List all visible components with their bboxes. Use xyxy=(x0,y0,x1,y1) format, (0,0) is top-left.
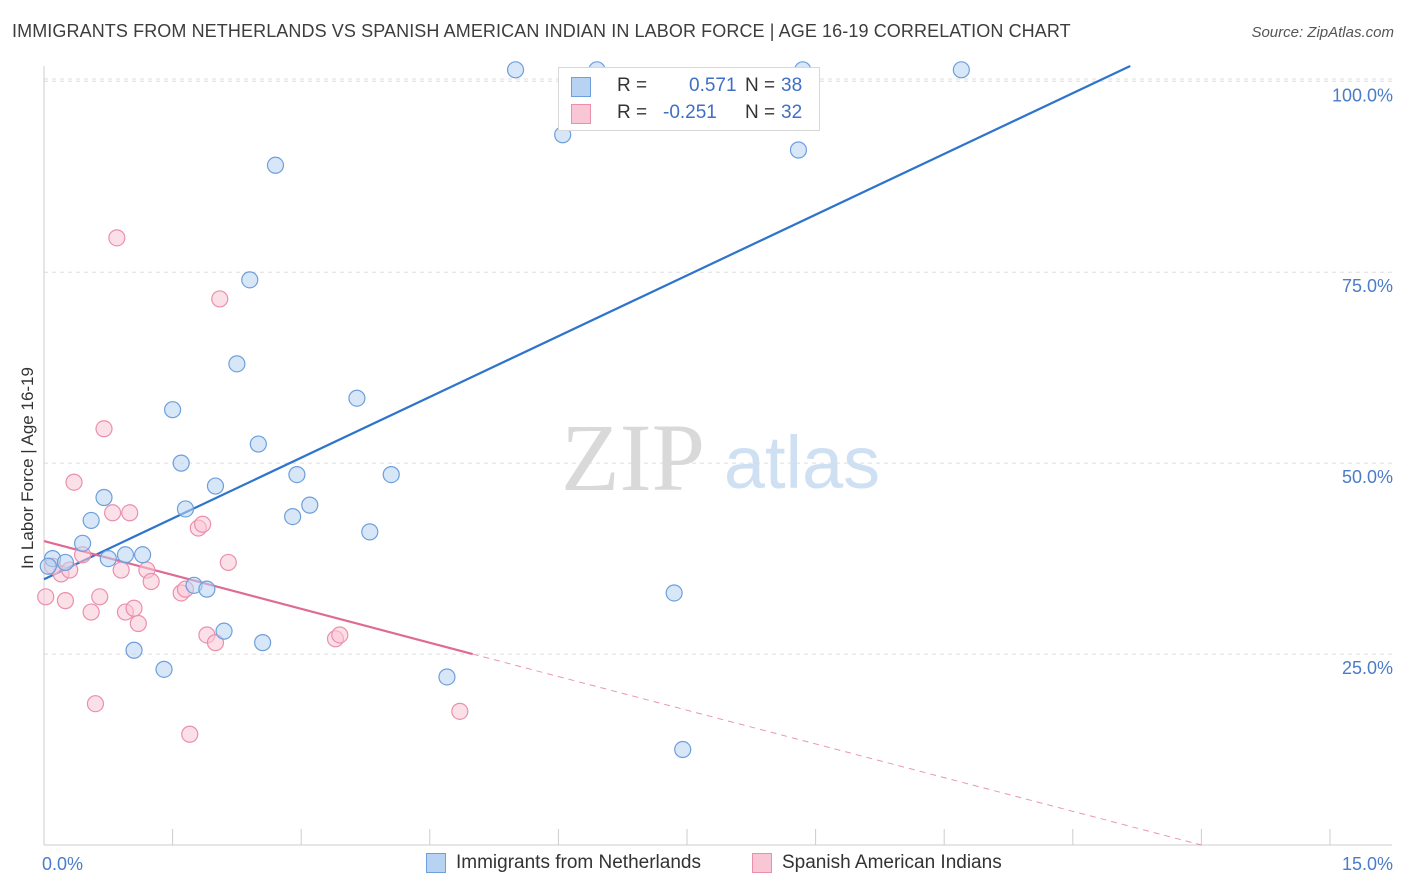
point-netherlands xyxy=(348,389,366,407)
point-spanish-american-indian xyxy=(112,561,130,579)
point-netherlands xyxy=(215,622,233,640)
point-spanish-american-indian xyxy=(219,553,237,572)
point-spanish-american-indian xyxy=(194,515,212,533)
y-tick-label: 75.0% xyxy=(1342,276,1393,296)
point-spanish-american-indian xyxy=(121,504,139,522)
point-netherlands xyxy=(95,488,113,507)
legend-swatch-pink xyxy=(571,104,591,124)
point-spanish-american-indian xyxy=(95,420,113,438)
axis-layer xyxy=(43,66,1392,846)
point-spanish-american-indian xyxy=(125,599,143,617)
point-netherlands xyxy=(301,496,319,514)
y-tick-label: 100.0% xyxy=(1332,85,1393,105)
chart-title: IMMIGRANTS FROM NETHERLANDS VS SPANISH A… xyxy=(12,21,1071,41)
source-label: Source: ZipAtlas.com xyxy=(1251,24,1394,41)
legend-r-value: 0.571 xyxy=(689,75,737,96)
legend-n-value: 32 xyxy=(781,102,803,123)
watermark: ZIP atlas xyxy=(561,404,880,511)
point-netherlands xyxy=(155,660,173,678)
point-netherlands xyxy=(254,634,272,652)
point-spanish-american-indian xyxy=(181,725,199,743)
bottom-legend-label: Immigrants from Netherlands xyxy=(456,852,701,873)
point-netherlands xyxy=(198,580,216,598)
point-netherlands xyxy=(39,557,57,575)
point-netherlands xyxy=(133,546,152,564)
bottom-legend-swatch-pink xyxy=(752,853,772,873)
point-netherlands xyxy=(176,500,195,518)
point-netherlands xyxy=(266,156,285,174)
point-netherlands xyxy=(82,511,100,530)
point-netherlands xyxy=(506,61,525,79)
y-tick-label: 25.0% xyxy=(1342,658,1393,678)
bottom-legend-swatch-blue xyxy=(426,853,446,873)
point-spanish-american-indian xyxy=(142,572,160,591)
point-netherlands xyxy=(99,550,117,568)
point-spanish-american-indian xyxy=(451,702,469,720)
watermark-zip: ZIP xyxy=(561,404,705,511)
point-netherlands xyxy=(206,477,225,495)
legend-r-value: -0.251 xyxy=(663,102,717,123)
point-spanish-american-indian xyxy=(331,626,349,644)
point-netherlands xyxy=(284,507,302,526)
point-netherlands xyxy=(116,546,135,564)
point-netherlands xyxy=(674,740,692,759)
point-netherlands xyxy=(56,553,75,572)
point-spanish-american-indian xyxy=(206,634,225,652)
legend-n-value: 38 xyxy=(781,75,803,96)
y-tick-label: 50.0% xyxy=(1342,467,1393,487)
point-netherlands xyxy=(789,141,808,159)
trend-line-netherlands xyxy=(43,65,1131,581)
point-netherlands xyxy=(249,435,267,453)
point-netherlands xyxy=(288,465,306,484)
point-netherlands xyxy=(228,355,246,373)
grid-layer xyxy=(44,78,1392,655)
legend-n-label: N = xyxy=(745,102,776,123)
point-spanish-american-indian xyxy=(65,473,83,491)
watermark-atlas: atlas xyxy=(724,421,880,504)
stats-legend: R = 0.571 N = 38 R = -0.251 N = 32 xyxy=(558,67,820,131)
legend-r-label: R = xyxy=(617,75,648,96)
point-netherlands xyxy=(382,465,400,484)
trend-line-extension xyxy=(472,653,1202,846)
point-spanish-american-indian xyxy=(91,588,109,606)
x-tick-label: 0.0% xyxy=(42,854,83,874)
point-netherlands xyxy=(952,61,970,79)
point-spanish-american-indian xyxy=(108,229,126,247)
point-netherlands xyxy=(172,454,190,472)
point-netherlands xyxy=(665,584,683,602)
point-spanish-american-indian xyxy=(82,603,100,621)
point-netherlands xyxy=(164,401,182,419)
point-spanish-american-indian xyxy=(103,504,122,522)
point-netherlands xyxy=(125,641,143,659)
point-layer xyxy=(37,61,970,759)
point-spanish-american-indian xyxy=(211,290,229,308)
point-netherlands xyxy=(361,523,379,541)
bottom-legend-label: Spanish American Indians xyxy=(782,852,1002,873)
x-tick-label: 15.0% xyxy=(1342,854,1393,874)
point-spanish-american-indian xyxy=(56,592,75,610)
legend-r-label: R = xyxy=(617,102,648,123)
point-spanish-american-indian xyxy=(37,588,55,606)
point-spanish-american-indian xyxy=(129,614,147,633)
point-spanish-american-indian xyxy=(86,695,105,713)
tick-label-layer: 25.0% 50.0% 75.0% 100.0% 0.0% 15.0% xyxy=(42,85,1393,874)
point-netherlands xyxy=(73,534,92,552)
point-netherlands xyxy=(438,668,456,686)
legend-swatch-blue xyxy=(571,77,591,97)
legend-n-label: N = xyxy=(745,75,776,96)
point-netherlands xyxy=(241,271,259,289)
